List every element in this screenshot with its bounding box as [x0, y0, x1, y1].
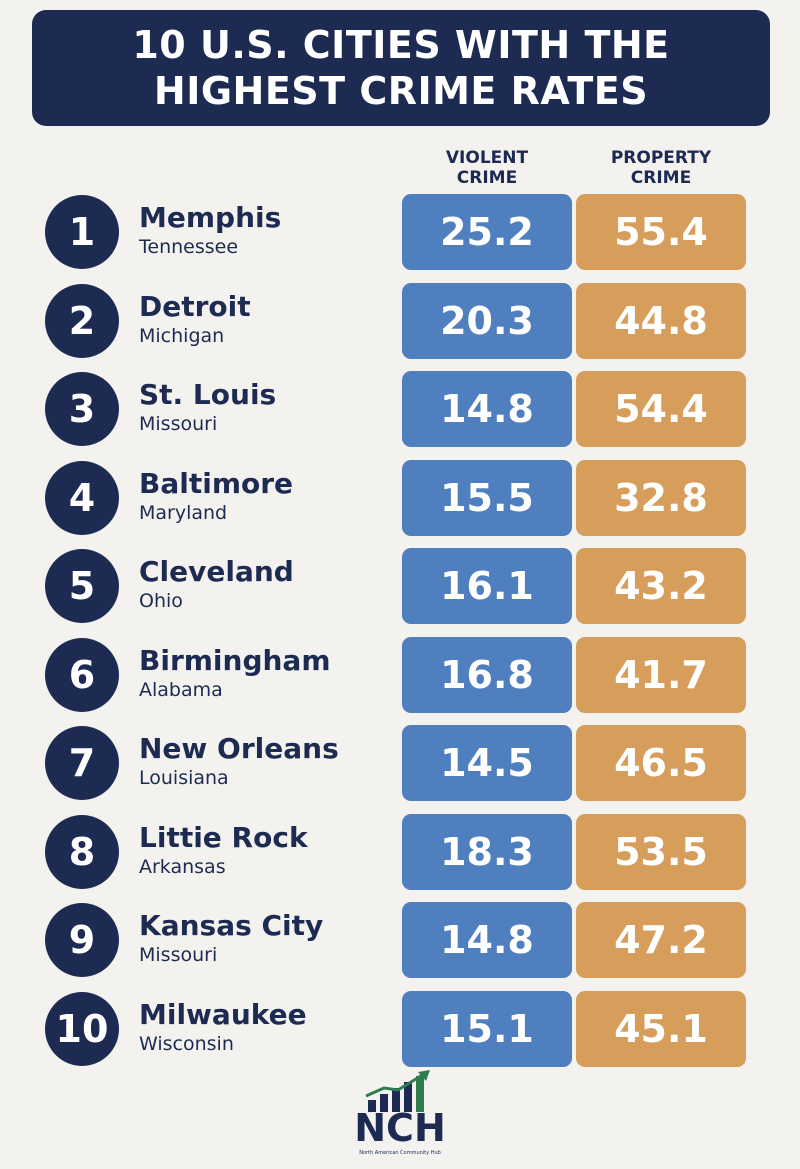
violent-crime-value: 20.3: [402, 283, 572, 359]
city-name: Memphis: [139, 201, 282, 234]
city-name: Littie Rock: [139, 821, 308, 854]
table-row: 1 Memphis Tennessee 25.2 55.4: [0, 194, 800, 270]
violent-crime-value: 16.8: [402, 637, 572, 713]
rank-badge: 4: [45, 461, 119, 535]
violent-crime-value: 14.8: [402, 371, 572, 447]
city-name: Detroit: [139, 290, 251, 323]
state-name: Michigan: [139, 325, 225, 347]
state-name: Arkansas: [139, 856, 226, 878]
violent-crime-value: 16.1: [402, 548, 572, 624]
table-row: 3 St. Louis Missouri 14.8 54.4: [0, 371, 800, 447]
rank-badge: 9: [45, 903, 119, 977]
violent-crime-value: 14.8: [402, 902, 572, 978]
city-name: Birmingham: [139, 644, 331, 677]
nch-logo: NCH North American Community Hub: [340, 1070, 460, 1160]
property-crime-value: 53.5: [576, 814, 746, 890]
rising-bars-arrow-icon: [365, 1070, 430, 1112]
rank-badge: 3: [45, 372, 119, 446]
property-crime-value: 43.2: [576, 548, 746, 624]
rank-badge: 6: [45, 638, 119, 712]
table-row: 6 Birmingham Alabama 16.8 41.7: [0, 637, 800, 713]
state-name: Tennessee: [139, 236, 239, 258]
table-row: 7 New Orleans Louisiana 14.5 46.5: [0, 725, 800, 801]
state-name: Missouri: [139, 944, 218, 966]
table-row: 2 Detroit Michigan 20.3 44.8: [0, 283, 800, 359]
title-banner: 10 U.S. CITIES WITH THE HIGHEST CRIME RA…: [32, 10, 770, 126]
violent-crime-header: VIOLENT CRIME: [402, 148, 572, 188]
city-name: Baltimore: [139, 467, 294, 500]
logo-subtitle: North American Community Hub: [359, 1150, 441, 1156]
title-line-1: 10 U.S. CITIES WITH THE: [132, 23, 670, 67]
property-crime-value: 54.4: [576, 371, 746, 447]
violent-header-line-1: VIOLENT: [445, 148, 529, 168]
city-name: Milwaukee: [139, 998, 307, 1031]
table-row: 10 Milwaukee Wisconsin 15.1 45.1: [0, 991, 800, 1067]
property-crime-value: 44.8: [576, 283, 746, 359]
state-name: Alabama: [139, 679, 223, 701]
state-name: Louisiana: [139, 767, 229, 789]
property-header-line-2: CRIME: [630, 168, 692, 188]
property-crime-header: PROPERTY CRIME: [576, 148, 746, 188]
violent-crime-value: 15.1: [402, 991, 572, 1067]
property-crime-value: 32.8: [576, 460, 746, 536]
table-row: 5 Cleveland Ohio 16.1 43.2: [0, 548, 800, 624]
table-row: 9 Kansas City Missouri 14.8 47.2: [0, 902, 800, 978]
state-name: Maryland: [139, 502, 228, 524]
state-name: Wisconsin: [139, 1033, 234, 1055]
property-header-line-1: PROPERTY: [610, 148, 712, 168]
logo-text: NCH: [354, 1106, 446, 1150]
violent-crime-value: 14.5: [402, 725, 572, 801]
rank-badge: 2: [45, 284, 119, 358]
table-row: 4 Baltimore Maryland 15.5 32.8: [0, 460, 800, 536]
state-name: Missouri: [139, 413, 218, 435]
city-name: New Orleans: [139, 732, 339, 765]
city-name: St. Louis: [139, 378, 277, 411]
property-crime-value: 41.7: [576, 637, 746, 713]
violent-crime-value: 18.3: [402, 814, 572, 890]
violent-header-line-2: CRIME: [456, 168, 518, 188]
rank-badge: 5: [45, 549, 119, 623]
rank-badge: 10: [45, 992, 119, 1066]
state-name: Ohio: [139, 590, 183, 612]
rank-badge: 8: [45, 815, 119, 889]
title-line-2: HIGHEST CRIME RATES: [153, 69, 649, 113]
table-row: 8 Littie Rock Arkansas 18.3 53.5: [0, 814, 800, 890]
rank-badge: 7: [45, 726, 119, 800]
city-name: Cleveland: [139, 555, 294, 588]
property-crime-value: 46.5: [576, 725, 746, 801]
rank-badge: 1: [45, 195, 119, 269]
violent-crime-value: 15.5: [402, 460, 572, 536]
violent-crime-value: 25.2: [402, 194, 572, 270]
property-crime-value: 55.4: [576, 194, 746, 270]
property-crime-value: 45.1: [576, 991, 746, 1067]
city-name: Kansas City: [139, 909, 324, 942]
property-crime-value: 47.2: [576, 902, 746, 978]
